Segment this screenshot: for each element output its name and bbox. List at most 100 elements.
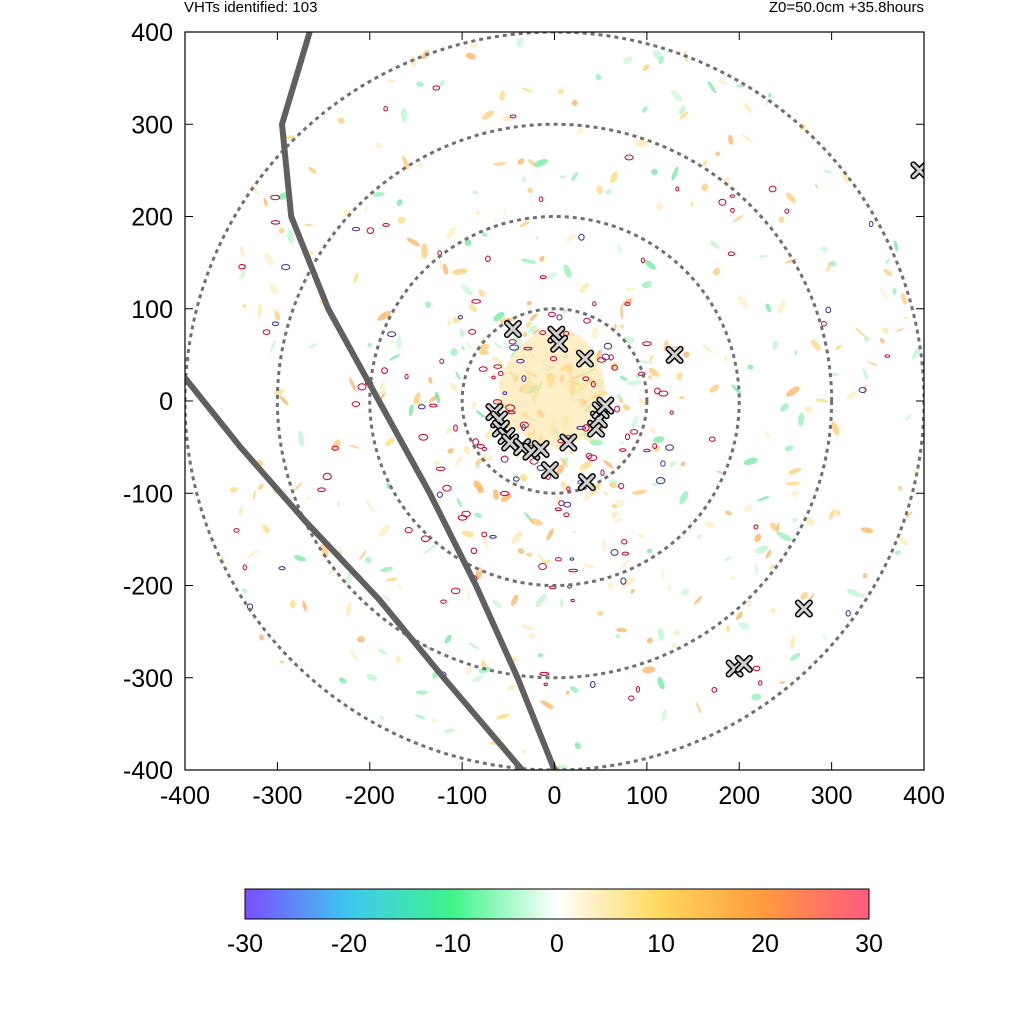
- contour-loop: [238, 264, 246, 270]
- field-speckle: [620, 406, 624, 413]
- field-speckle: [638, 397, 645, 405]
- field-speckle: [596, 185, 603, 195]
- field-speckle: [702, 160, 708, 167]
- field-speckle: [417, 162, 423, 168]
- contour-loop: [450, 587, 461, 595]
- field-speckle: [527, 158, 536, 167]
- field-speckle: [454, 455, 463, 467]
- field-speckle: [735, 611, 743, 621]
- field-speckle: [535, 594, 547, 607]
- field-speckle: [356, 636, 365, 643]
- contour-loop: [471, 299, 482, 304]
- field-speckle: [725, 510, 732, 516]
- field-speckle: [679, 111, 689, 120]
- field-speckle: [609, 482, 617, 489]
- contour-loop: [242, 564, 247, 571]
- field-speckle: [521, 87, 533, 93]
- field-speckle: [559, 598, 564, 608]
- field-speckle: [661, 708, 667, 722]
- field-speckle: [238, 506, 243, 516]
- contour-loop: [417, 404, 426, 410]
- contour-loop: [547, 311, 556, 318]
- field-speckle: [482, 536, 489, 550]
- storm-tracks: [185, 32, 558, 770]
- field-speckle: [468, 642, 480, 650]
- field-speckle: [278, 227, 285, 234]
- contour-loop: [621, 538, 628, 545]
- field-speckle: [413, 392, 421, 405]
- field-speckle: [860, 527, 874, 534]
- field-speckle: [565, 690, 570, 695]
- contour-loop: [585, 452, 593, 460]
- contour-loop: [884, 354, 891, 358]
- contour-loop: [555, 557, 562, 562]
- contour-loop: [420, 535, 430, 543]
- field-speckle: [757, 496, 770, 502]
- field-speckle: [433, 459, 440, 467]
- field-speckle: [474, 512, 483, 519]
- field-speckle: [635, 139, 649, 147]
- field-speckle: [614, 499, 625, 508]
- field-speckle: [290, 599, 296, 609]
- contour-loop: [568, 568, 579, 573]
- contour-loop: [233, 528, 240, 533]
- contour-loop: [587, 454, 598, 462]
- contour-loop: [569, 557, 575, 561]
- contour-loop: [351, 401, 361, 407]
- field-speckle: [520, 258, 537, 264]
- y-tick-label: 300: [131, 111, 173, 139]
- field-speckle: [898, 485, 903, 491]
- field-speckle: [683, 351, 690, 358]
- field-speckle: [619, 375, 628, 381]
- field-speckle: [367, 342, 372, 348]
- contour-loop: [620, 577, 627, 585]
- x-tick-label: -100: [437, 782, 487, 810]
- contour-loop: [270, 194, 281, 201]
- colorbar: -30 -20 -10 0 10 20 30: [227, 888, 883, 958]
- contour-loop: [610, 549, 619, 556]
- field-speckle: [519, 221, 530, 228]
- field-speckle: [790, 635, 796, 650]
- field-speckle: [294, 482, 303, 492]
- field-speckle: [268, 283, 278, 294]
- field-speckle: [522, 331, 528, 337]
- field-speckle: [755, 545, 769, 554]
- field-speckle: [270, 308, 283, 312]
- field-speckle: [780, 403, 789, 412]
- field-speckle: [728, 134, 734, 145]
- field-speckle: [421, 243, 428, 259]
- field-speckle: [538, 553, 546, 565]
- field-speckle: [397, 216, 406, 224]
- contour-loop: [262, 329, 271, 335]
- contour-loop: [543, 682, 548, 687]
- field-speckle: [835, 344, 842, 351]
- field-speckle: [772, 340, 778, 351]
- field-speckle: [768, 92, 772, 98]
- field-speckle: [386, 577, 397, 582]
- field-speckle: [478, 564, 482, 573]
- field-speckle: [679, 491, 689, 504]
- contour-loop: [516, 358, 525, 364]
- contour-loop: [655, 477, 666, 485]
- field-speckle: [651, 168, 658, 175]
- vht-marker: [503, 320, 522, 339]
- field-speckle: [481, 660, 486, 669]
- contour-loop: [489, 535, 497, 539]
- field-speckle: [652, 478, 666, 487]
- contour-loop: [563, 512, 570, 518]
- contour-loop: [665, 444, 674, 451]
- contour-loop: [270, 220, 281, 225]
- field-speckle: [622, 404, 631, 411]
- field-speckle: [516, 37, 524, 48]
- field-speckle: [755, 563, 758, 574]
- field-speckle: [538, 601, 543, 608]
- contour-loop: [592, 301, 597, 307]
- vht-marker: [794, 599, 813, 618]
- field-speckle: [751, 693, 762, 701]
- contour-loop: [624, 433, 631, 441]
- field-speckle: [529, 518, 543, 526]
- contour-loop: [322, 472, 332, 481]
- field-speckle: [431, 718, 438, 724]
- contour-loop: [539, 671, 550, 676]
